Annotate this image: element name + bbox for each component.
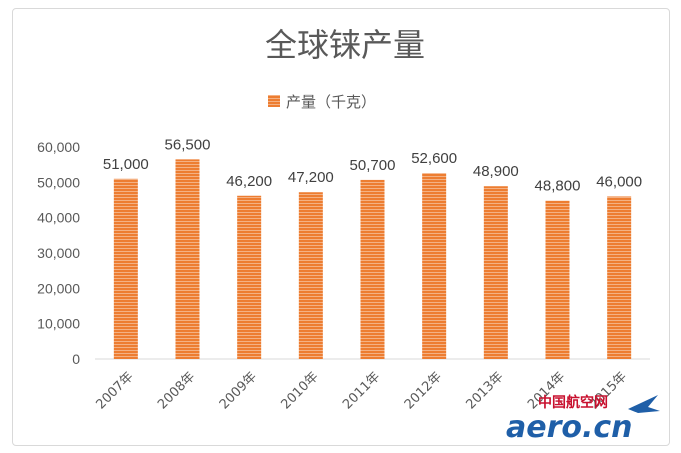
chart-title: 全球铼产量 <box>265 26 425 64</box>
data-label: 48,900 <box>473 163 519 180</box>
y-tick-label: 50,000 <box>37 174 80 190</box>
data-label: 56,500 <box>165 136 211 153</box>
bar <box>422 173 447 359</box>
data-label: 48,800 <box>535 178 581 195</box>
bars <box>113 159 632 359</box>
x-tick-label: 2010年 <box>278 369 321 412</box>
data-label: 46,000 <box>596 173 642 190</box>
bar <box>298 192 323 359</box>
y-tick-label: 40,000 <box>37 210 80 226</box>
bar <box>360 179 385 359</box>
y-tick-label: 20,000 <box>37 280 80 296</box>
bar <box>113 178 138 359</box>
bar <box>237 195 262 359</box>
bar <box>483 186 508 359</box>
plane-icon <box>628 395 660 413</box>
data-label: 50,700 <box>350 157 396 174</box>
legend: 产量（千克） <box>268 93 376 111</box>
watermark-cn-text: 中国航空网 <box>538 394 608 411</box>
data-label: 46,200 <box>226 173 272 190</box>
y-tick-label: 30,000 <box>37 245 80 261</box>
data-label: 51,000 <box>103 156 149 173</box>
bar <box>545 200 570 359</box>
x-tick-label: 2008年 <box>155 369 198 412</box>
x-tick-label: 2007年 <box>93 369 136 412</box>
aero-cn-watermark: 中国航空网 aero.cn <box>506 394 660 443</box>
y-axis: 0 10,000 20,000 30,000 40,000 50,000 60,000 <box>37 139 80 367</box>
y-tick-label: 0 <box>72 351 80 367</box>
x-tick-label: 2009年 <box>217 369 260 412</box>
x-tick-label: 2011年 <box>340 369 383 412</box>
legend-swatch <box>268 95 280 107</box>
data-label: 52,600 <box>411 150 457 167</box>
data-label: 47,200 <box>288 169 334 186</box>
bar <box>175 159 200 359</box>
y-tick-label: 10,000 <box>37 316 80 332</box>
y-tick-label: 60,000 <box>37 139 80 155</box>
watermark-en-text: aero.cn <box>506 410 633 443</box>
legend-label: 产量（千克） <box>286 93 376 111</box>
data-labels: 51,000 56,500 46,200 47,200 50,700 52,600 48,9… <box>103 136 642 194</box>
x-tick-label: 2012年 <box>402 369 445 412</box>
bar <box>607 196 632 359</box>
